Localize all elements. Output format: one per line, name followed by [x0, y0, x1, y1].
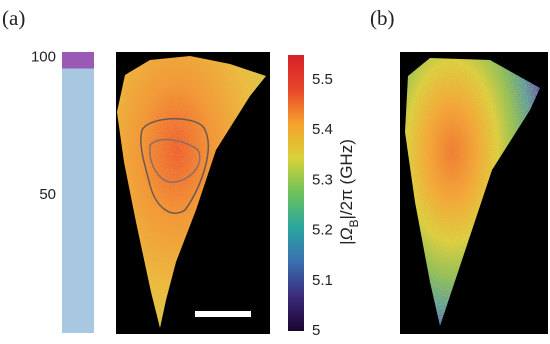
colorbar-tick-label: 5.4: [312, 121, 333, 138]
contour: [140, 118, 209, 214]
colorbar-tick-label: 5.3: [312, 171, 333, 188]
cell-map: [405, 58, 540, 326]
cell-map: [117, 56, 266, 328]
scale-bar: [195, 311, 251, 317]
panel-label: (b): [370, 6, 395, 30]
label-part: Ω: [337, 227, 356, 240]
bar-segment: [62, 68, 94, 333]
y-tick-label: 100: [31, 48, 56, 65]
colorbar-label: |ΩB|/2π (GHz): [337, 139, 361, 245]
panel-label: (a): [2, 6, 25, 30]
colorbar-tick-label: 5.5: [312, 71, 333, 88]
bar-segment: [62, 52, 94, 69]
colorbar-tick-label: 5.2: [312, 222, 333, 239]
y-tick-label: 50: [39, 186, 56, 203]
label-part: |: [337, 240, 356, 244]
colorbar-tick-label: 5: [312, 322, 320, 339]
contour: [149, 138, 201, 183]
colorbar-tick-label: 5.1: [312, 272, 333, 289]
label-part: B: [347, 220, 361, 228]
colorbar: [288, 55, 304, 331]
label-part: |/2π (GHz): [337, 139, 356, 219]
